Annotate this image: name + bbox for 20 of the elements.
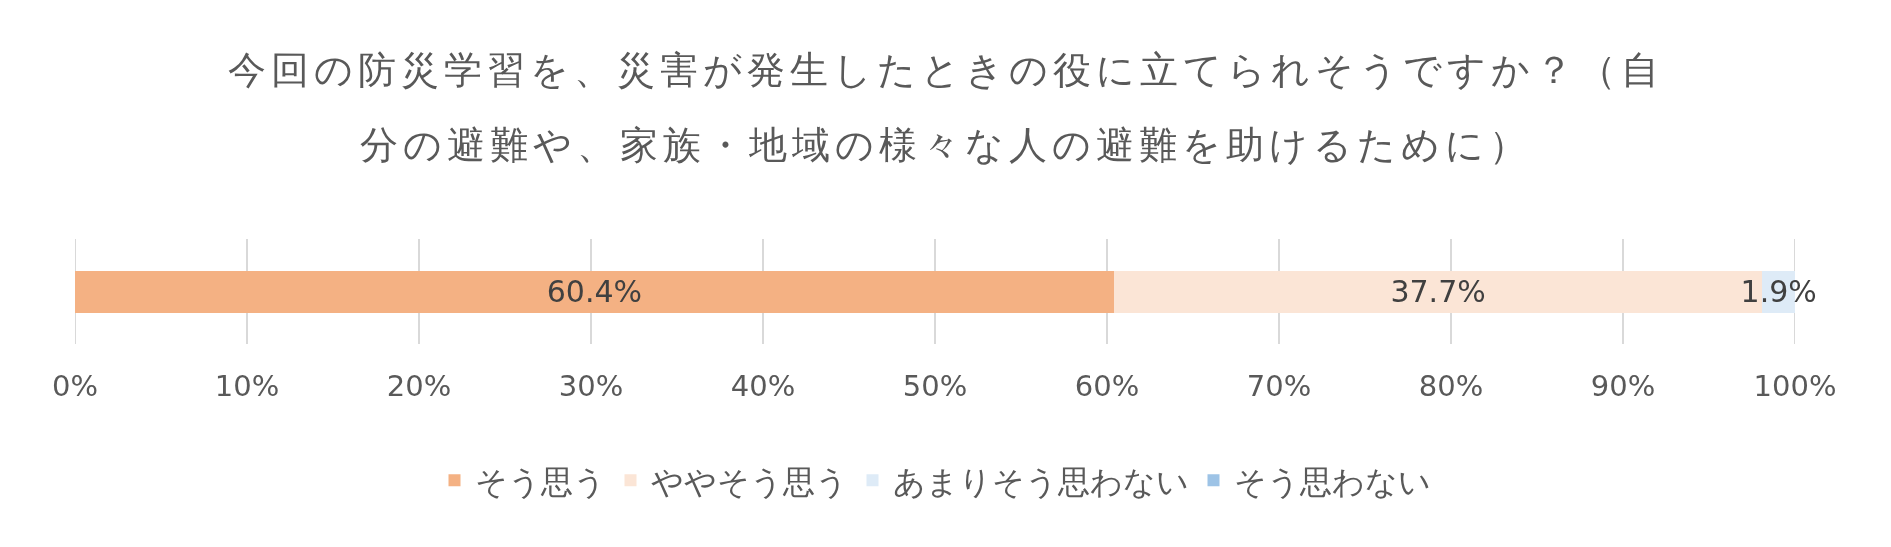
legend-label: あまりそう思わない [892,462,1189,501]
x-tick-label: 80% [1418,369,1484,403]
x-tick-label: 50% [902,369,968,403]
bar [75,270,1114,313]
data-label: 1.9% [1740,274,1817,309]
x-tick-label: 10% [214,369,280,403]
legend-label: そう思わない [1233,462,1431,501]
legend-label: そう思う [474,462,606,501]
legend-label: ややそう思う [650,462,848,501]
data-label: 37.7% [1390,274,1486,309]
x-tick-label: 60% [1074,369,1140,403]
data-label: 60.4% [546,274,643,309]
x-tick-label: 40% [730,369,796,403]
chart-title: 今回の防災学習を、災害が発生したときの役に立てられそうですか？（自分の避難や、家族・地域の様々な人の避難を助けるために） [226,47,1665,169]
x-tick-label: 30% [558,369,624,403]
x-tick-label: 70% [1246,369,1312,403]
x-tick-label: 100% [1753,369,1837,403]
x-tick-label: 20% [386,369,452,403]
x-tick-label: 90% [1590,369,1656,403]
x-tick-label: 0% [51,369,99,403]
